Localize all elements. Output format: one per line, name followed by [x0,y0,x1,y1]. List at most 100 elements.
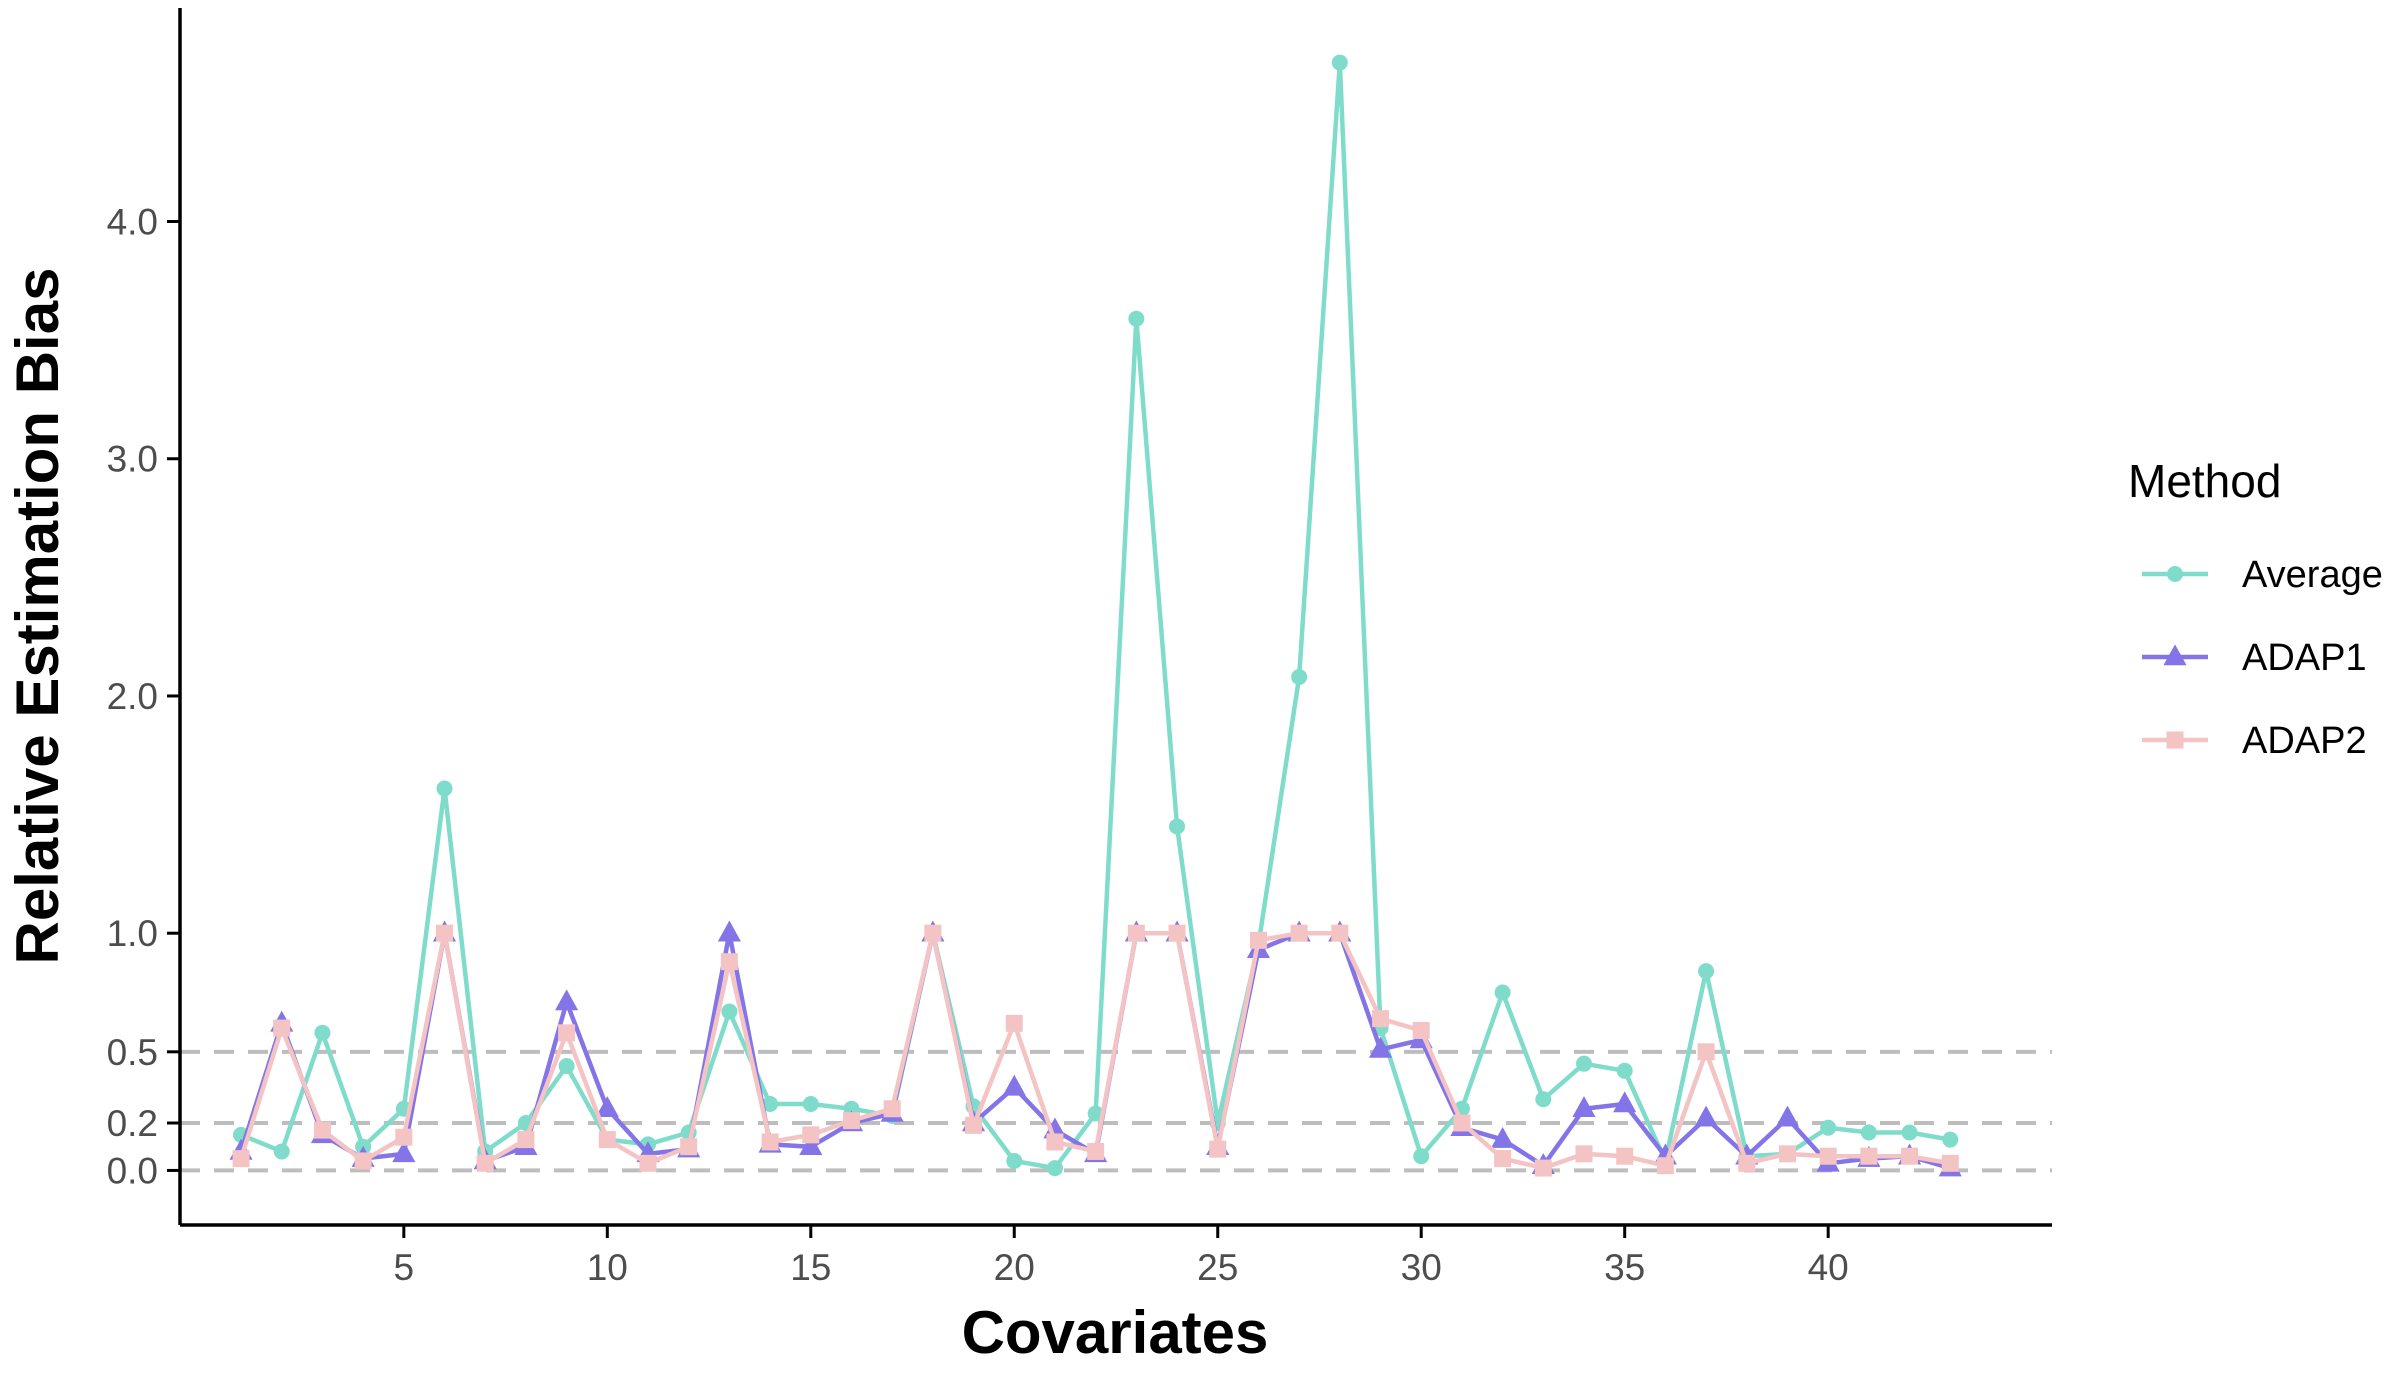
data-point-adap2 [313,1121,331,1139]
data-point-adap2 [1575,1145,1593,1163]
data-point-adap1 [1572,1096,1596,1118]
data-point-adap2 [1046,1133,1064,1151]
x-ticks: 5 10 15 20 25 30 35 40 [394,1225,1849,1288]
series-layer [229,54,1962,1177]
x-tick-label: 35 [1604,1247,1645,1288]
data-point-adap2 [1819,1147,1837,1165]
x-tick-label: 30 [1401,1247,1442,1288]
data-point-adap2 [354,1152,372,1170]
y-tick-label: 1.0 [107,913,158,954]
x-tick-label: 10 [587,1247,628,1288]
data-point-average [1291,668,1308,685]
data-point-adap1 [1694,1105,1718,1127]
data-point-average [1046,1160,1063,1177]
data-point-average [436,780,453,797]
data-point-adap1 [1491,1126,1515,1148]
y-tick-label: 0.5 [107,1032,158,1073]
legend-item-average: Average [2142,554,2383,596]
series-adap2 [232,924,1959,1177]
x-tick-label: 40 [1808,1247,1849,1288]
legend-marker-adap1 [2163,644,2187,666]
data-point-adap1 [1368,1036,1393,1058]
data-point-adap1 [1775,1105,1800,1127]
data-point-adap2 [639,1154,657,1172]
data-point-adap2 [1087,1142,1105,1160]
x-tick-label: 25 [1197,1247,1238,1288]
data-point-adap2 [1127,924,1145,942]
data-point-average [802,1096,819,1113]
data-point-adap2 [1778,1145,1796,1163]
data-point-adap2 [598,1131,616,1149]
data-point-adap2 [1656,1157,1674,1175]
data-point-average [1535,1091,1552,1108]
data-point-average [1413,1148,1430,1165]
x-axis-title: Covariates [962,1299,1269,1366]
legend-label-adap2: ADAP2 [2242,720,2367,762]
data-point-adap2 [802,1126,820,1144]
data-point-adap2 [517,1131,535,1149]
data-point-adap2 [1901,1147,1919,1165]
y-tick-label: 0.2 [107,1103,158,1144]
y-tick-label: 0.0 [107,1150,158,1191]
data-point-adap1 [717,920,741,942]
data-point-average [1169,818,1186,835]
y-tick-label: 3.0 [107,439,158,480]
data-point-adap2 [1331,924,1349,942]
data-point-average [273,1143,290,1160]
legend-marker-adap2 [2166,731,2184,749]
data-point-adap2 [1494,1150,1512,1168]
legend-item-adap2: ADAP2 [2142,720,2367,762]
data-point-average [1698,963,1715,980]
data-point-average [1494,984,1511,1001]
data-point-average [1006,1152,1023,1169]
data-point-adap1 [555,989,579,1011]
data-point-adap1 [1043,1117,1067,1139]
series-average [233,54,1959,1177]
x-tick-label: 15 [790,1247,831,1288]
data-point-adap2 [1941,1154,1959,1172]
data-point-adap2 [558,1024,576,1042]
data-point-adap2 [1860,1147,1878,1165]
data-point-adap2 [965,1116,983,1134]
data-point-adap2 [1290,924,1308,942]
data-point-adap1 [799,1134,823,1155]
data-point-adap1 [392,1141,416,1163]
data-point-average [1860,1124,1877,1141]
data-point-adap1 [1613,1091,1637,1113]
data-point-average [314,1024,331,1041]
legend-label-average: Average [2242,554,2383,596]
data-point-adap2 [1453,1114,1471,1132]
legend-items: Average ADAP1 ADAP2 [2142,554,2383,762]
series-line-average [240,60,1951,1171]
data-point-adap2 [1005,1014,1023,1032]
data-point-adap2 [232,1150,250,1168]
legend-marker-average [2167,566,2183,582]
data-point-adap2 [1412,1021,1430,1039]
data-point-adap1 [1002,1074,1026,1096]
data-point-adap2 [1168,924,1186,942]
data-point-adap2 [680,1138,698,1156]
data-point-average [721,1003,738,1020]
legend-item-adap1: ADAP1 [2142,637,2367,679]
axes [178,8,2052,1227]
data-point-adap2 [1534,1159,1552,1177]
y-axis-title: Relative Estimation Bias [4,268,71,965]
data-point-average [1820,1119,1837,1136]
data-point-average [1942,1131,1959,1148]
data-point-adap2 [395,1128,413,1146]
data-point-adap2 [436,924,454,942]
x-tick-label: 20 [994,1247,1035,1288]
y-tick-label: 2.0 [107,676,158,717]
data-point-average [1616,1062,1633,1079]
data-point-adap2 [1372,1010,1390,1028]
data-point-adap2 [720,953,738,971]
data-point-adap2 [273,1019,291,1037]
data-point-adap2 [842,1112,860,1130]
y-ticks: 0.0 0.2 0.5 1.0 2.0 3.0 4.0 [107,202,180,1191]
data-point-average [1331,54,1348,71]
data-point-adap2 [883,1100,901,1118]
data-point-adap2 [1616,1147,1634,1165]
y-tick-label: 4.0 [107,202,158,243]
legend-label-adap1: ADAP1 [2242,637,2367,679]
